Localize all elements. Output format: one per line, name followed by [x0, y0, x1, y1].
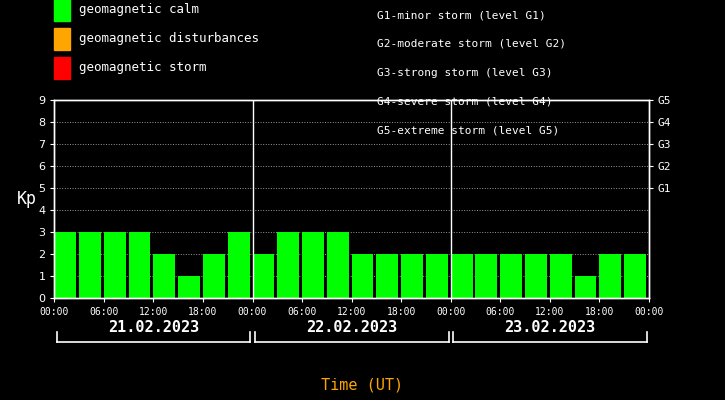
Bar: [426, 254, 448, 298]
Bar: [203, 254, 225, 298]
Bar: [302, 232, 324, 298]
Text: G1-minor storm (level G1): G1-minor storm (level G1): [377, 10, 546, 20]
Bar: [128, 232, 151, 298]
Text: G5-extreme storm (level G5): G5-extreme storm (level G5): [377, 125, 559, 135]
Text: G3-strong storm (level G3): G3-strong storm (level G3): [377, 68, 552, 78]
Bar: [574, 276, 597, 298]
Bar: [476, 254, 497, 298]
Bar: [451, 254, 473, 298]
Bar: [154, 254, 175, 298]
Text: geomagnetic storm: geomagnetic storm: [79, 61, 207, 74]
Bar: [600, 254, 621, 298]
Bar: [401, 254, 423, 298]
Bar: [252, 254, 274, 298]
Y-axis label: Kp: Kp: [17, 190, 37, 208]
Bar: [624, 254, 646, 298]
Bar: [228, 232, 249, 298]
Bar: [104, 232, 125, 298]
Bar: [327, 232, 349, 298]
Text: G4-severe storm (level G4): G4-severe storm (level G4): [377, 96, 552, 106]
Bar: [352, 254, 373, 298]
Text: geomagnetic calm: geomagnetic calm: [79, 4, 199, 16]
Bar: [525, 254, 547, 298]
Bar: [178, 276, 200, 298]
Text: 22.02.2023: 22.02.2023: [306, 320, 397, 335]
Bar: [79, 232, 101, 298]
Bar: [376, 254, 398, 298]
Bar: [500, 254, 522, 298]
Bar: [277, 232, 299, 298]
Text: G2-moderate storm (level G2): G2-moderate storm (level G2): [377, 39, 566, 49]
Bar: [54, 232, 76, 298]
Text: Time (UT): Time (UT): [321, 377, 404, 392]
Text: 21.02.2023: 21.02.2023: [108, 320, 199, 335]
Bar: [550, 254, 571, 298]
Text: geomagnetic disturbances: geomagnetic disturbances: [79, 32, 259, 45]
Text: 23.02.2023: 23.02.2023: [504, 320, 595, 335]
